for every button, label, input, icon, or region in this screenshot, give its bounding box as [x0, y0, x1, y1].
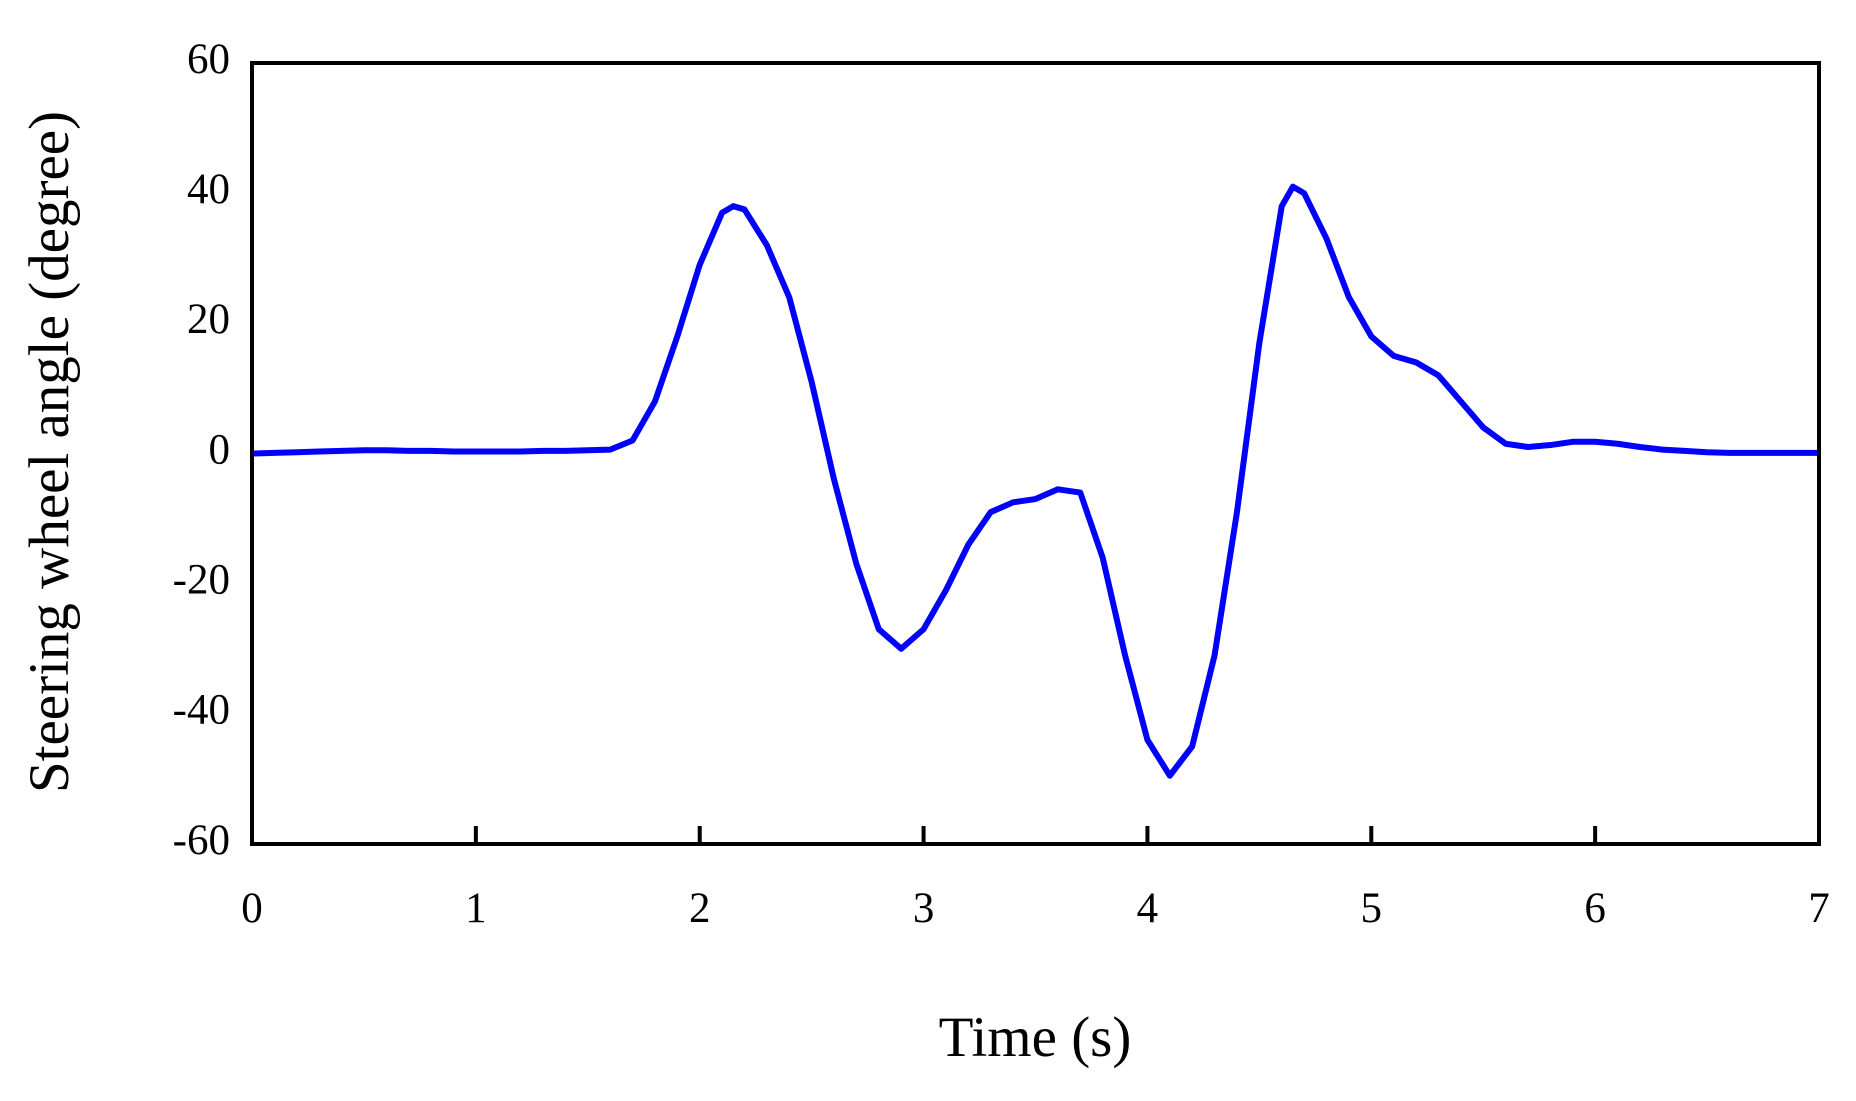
y-tick-label: -20	[173, 557, 230, 604]
plot-frame	[250, 61, 1821, 846]
x-tick-label: 1	[465, 885, 487, 932]
y-tick-label: -60	[173, 817, 230, 864]
x-tick-label: 5	[1361, 885, 1383, 932]
y-tick-label: 60	[187, 36, 230, 83]
y-tick-label: 20	[187, 296, 230, 343]
y-axis-title: Steering wheel angle (degree)	[18, 111, 81, 793]
x-axis-title: Time (s)	[939, 1006, 1132, 1069]
x-tick-label: 4	[1137, 885, 1159, 932]
y-tick-label: 40	[187, 166, 230, 213]
y-tick-label: -40	[173, 687, 230, 734]
data-line	[251, 183, 1819, 779]
x-tick-label: 6	[1584, 885, 1606, 932]
x-tick-label: 7	[1808, 885, 1830, 932]
x-tick-label: 3	[913, 885, 935, 932]
x-tick-label: 2	[689, 885, 711, 932]
x-tick-label: 0	[241, 885, 263, 932]
y-tick-label: 0	[209, 426, 231, 473]
